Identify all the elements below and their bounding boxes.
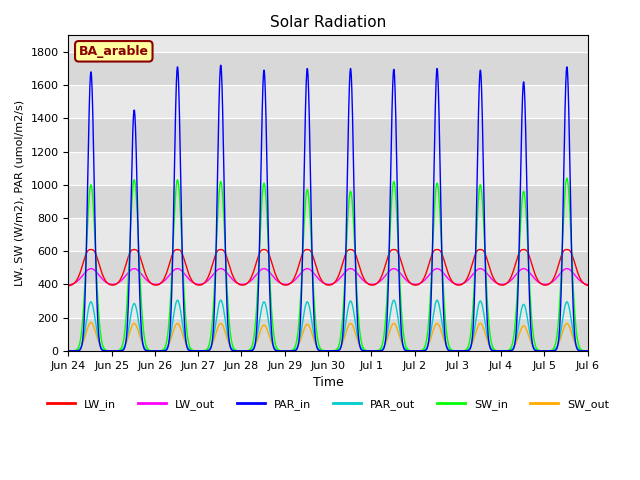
Line: SW_in: SW_in <box>68 178 588 351</box>
LW_out <box>584 282 591 288</box>
LW_in <box>427 256 435 262</box>
SW_in <box>493 348 500 353</box>
PAR_in <box>65 348 72 354</box>
SW_in <box>454 348 462 354</box>
LW_out <box>394 267 401 273</box>
Text: BA_arable: BA_arable <box>79 45 148 58</box>
PAR_in <box>454 348 462 354</box>
Bar <box>68 285 588 318</box>
PAR_in <box>217 62 225 68</box>
Line: SW_out: SW_out <box>68 323 588 351</box>
PAR_out <box>454 348 462 354</box>
SW_out <box>427 336 435 342</box>
Legend: LW_in, LW_out, PAR_in, PAR_out, SW_in, SW_out: LW_in, LW_out, PAR_in, PAR_out, SW_in, S… <box>43 395 613 415</box>
PAR_in <box>427 310 435 315</box>
PAR_in <box>229 348 237 354</box>
SW_out <box>493 348 500 354</box>
SW_in <box>563 175 571 181</box>
PAR_out <box>584 348 591 354</box>
SW_in <box>584 348 591 354</box>
SW_in <box>427 292 435 298</box>
PAR_out <box>394 311 401 317</box>
Bar <box>68 251 588 285</box>
LW_out <box>493 280 500 286</box>
PAR_out <box>65 348 72 354</box>
LW_in <box>454 282 462 288</box>
Title: Solar Radiation: Solar Radiation <box>270 15 386 30</box>
LW_in <box>229 274 237 279</box>
PAR_out <box>173 297 181 303</box>
SW_in <box>229 344 237 349</box>
PAR_in <box>493 348 500 354</box>
Bar <box>68 52 588 85</box>
LW_in <box>584 283 591 288</box>
SW_in <box>65 348 72 354</box>
PAR_out <box>427 330 435 336</box>
Line: PAR_in: PAR_in <box>68 65 588 351</box>
PAR_out <box>229 347 237 353</box>
SW_out <box>584 348 591 354</box>
Bar <box>68 119 588 152</box>
PAR_in <box>584 348 591 354</box>
LW_out <box>427 270 435 276</box>
LW_in <box>427 255 435 261</box>
PAR_out <box>493 348 500 354</box>
SW_in <box>394 221 401 227</box>
Bar <box>68 152 588 185</box>
LW_in <box>493 280 500 286</box>
SW_out <box>65 348 72 354</box>
LW_out <box>229 277 237 283</box>
SW_out <box>427 336 435 341</box>
PAR_out <box>427 329 435 335</box>
PAR_in <box>427 305 435 311</box>
LW_in <box>394 249 401 254</box>
LW_in <box>131 247 138 252</box>
SW_out <box>454 348 462 354</box>
SW_out <box>229 347 237 352</box>
LW_out <box>427 270 435 276</box>
SW_in <box>427 288 435 294</box>
SW_out <box>87 320 95 325</box>
LW_in <box>65 283 72 288</box>
Bar <box>68 185 588 218</box>
Bar <box>68 218 588 251</box>
LW_out <box>65 282 72 288</box>
X-axis label: Time: Time <box>312 376 344 389</box>
LW_out <box>131 266 138 272</box>
Y-axis label: LW, SW (W/m2), PAR (umol/m2/s): LW, SW (W/m2), PAR (umol/m2/s) <box>15 100 25 286</box>
PAR_in <box>394 196 401 202</box>
Bar <box>68 85 588 119</box>
LW_out <box>454 281 462 287</box>
SW_out <box>394 327 401 333</box>
Bar <box>68 318 588 351</box>
Line: LW_in: LW_in <box>68 250 588 286</box>
Line: PAR_out: PAR_out <box>68 300 588 351</box>
Line: LW_out: LW_out <box>68 269 588 285</box>
